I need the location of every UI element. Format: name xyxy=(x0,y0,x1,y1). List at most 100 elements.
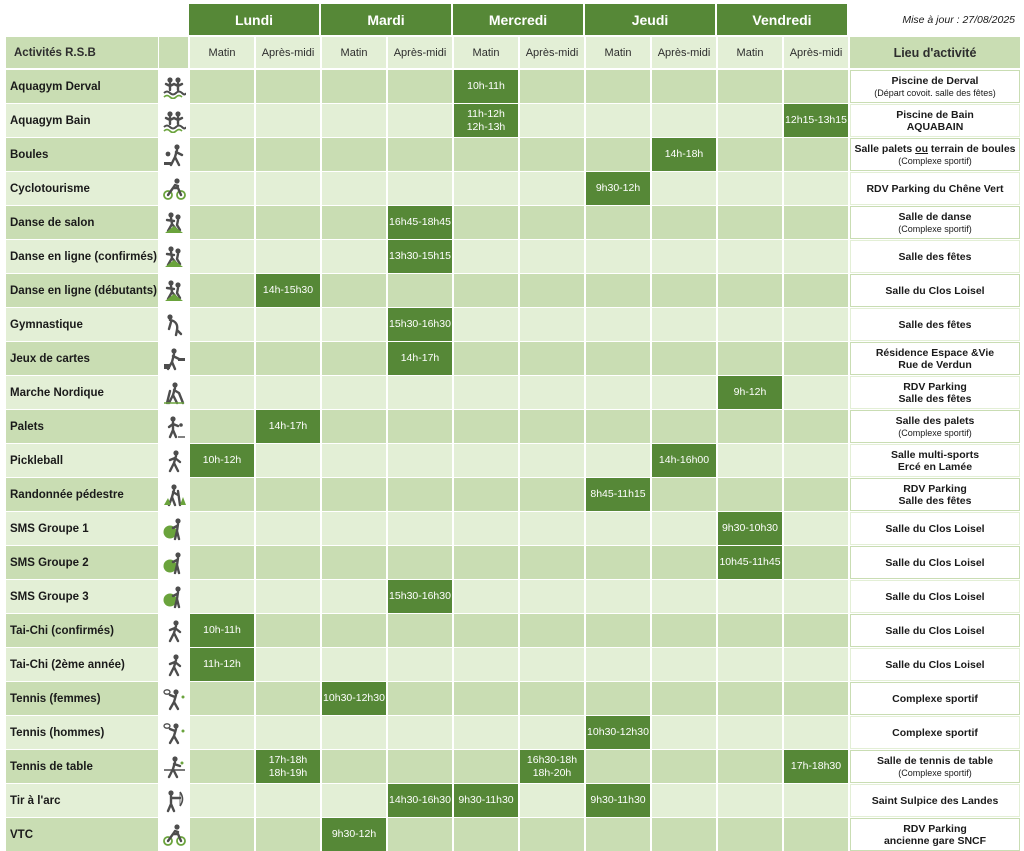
empty-slot xyxy=(454,750,518,783)
empty-slot xyxy=(586,546,650,579)
location-text: Salle du Clos Loisel xyxy=(885,624,985,637)
location-line: Salle palets ou terrain de boules xyxy=(854,143,1015,155)
time-slot: 9h30-12h xyxy=(586,172,650,205)
location-line: Piscine de Bain xyxy=(896,109,974,121)
empty-slot xyxy=(520,784,584,817)
activity-name: Tennis (femmes) xyxy=(6,682,158,715)
empty-slot xyxy=(652,172,716,205)
empty-slot xyxy=(520,138,584,171)
location-note-text: (Complexe sportif) xyxy=(898,223,972,234)
day-label: Jeudi xyxy=(631,11,669,28)
location-line: Piscine de Derval xyxy=(892,75,979,87)
empty-slot xyxy=(190,410,254,443)
empty-slot xyxy=(718,70,782,103)
period-label: Après-midi xyxy=(789,46,843,59)
time-text: 10h30-12h30 xyxy=(323,692,385,704)
location-text: Salle des palets xyxy=(895,414,975,427)
location-cell: Saint Sulpice des Landes xyxy=(850,784,1020,817)
empty-slot xyxy=(388,376,452,409)
activities-header: Activités R.S.B xyxy=(6,37,158,68)
activity-name: Danse de salon xyxy=(6,206,158,239)
empty-slot xyxy=(454,308,518,341)
empty-slot xyxy=(388,648,452,681)
empty-slot xyxy=(256,716,320,749)
empty-slot xyxy=(388,274,452,307)
empty-slot xyxy=(322,172,386,205)
time-text: 10h-11h xyxy=(467,80,505,92)
empty-slot xyxy=(718,682,782,715)
empty-slot xyxy=(256,104,320,137)
location-cell: Résidence Espace &Vie Rue de Verdun xyxy=(850,342,1020,375)
empty-slot xyxy=(256,342,320,375)
activity-label: SMS Groupe 1 xyxy=(10,522,89,535)
empty-slot xyxy=(718,342,782,375)
time-text: 14h-17h xyxy=(268,420,308,432)
time-slot: 10h30-12h30 xyxy=(322,682,386,715)
empty-slot xyxy=(784,444,848,477)
period-label: Matin xyxy=(604,46,632,59)
time-slot: 9h30-10h30 xyxy=(718,512,782,545)
location-line: ancienne gare SNCF xyxy=(884,835,986,847)
update-date: Mise à jour : 27/08/2025 xyxy=(849,4,1021,35)
empty-slot xyxy=(586,308,650,341)
activity-label: Tai-Chi (confirmés) xyxy=(10,624,114,637)
time-slot: 10h-11h xyxy=(454,70,518,103)
afternoon-header: Après-midi xyxy=(784,37,848,68)
location-line: RDV Parking xyxy=(903,483,967,495)
empty-slot xyxy=(322,104,386,137)
empty-slot xyxy=(322,614,386,647)
empty-slot xyxy=(784,580,848,613)
location-cell: Complexe sportif xyxy=(850,682,1020,715)
activity-name: Tennis (hommes) xyxy=(6,716,158,749)
location-text: RDV Parking xyxy=(903,482,967,495)
update-label: Mise à jour : 27/08/2025 xyxy=(902,13,1015,26)
empty-slot xyxy=(322,546,386,579)
empty-slot xyxy=(256,614,320,647)
location-line: RDV Parking xyxy=(903,381,967,393)
cyclist-icon xyxy=(159,818,188,851)
empty-slot xyxy=(784,784,848,817)
time-slot: 14h-15h30 xyxy=(256,274,320,307)
empty-slot xyxy=(190,682,254,715)
location-note: (Départ covoit. salle des fêtes) xyxy=(874,87,996,99)
location-note: (Complexe sportif) xyxy=(898,155,972,167)
empty-slot xyxy=(586,138,650,171)
empty-slot xyxy=(388,512,452,545)
location-line: Complexe sportif xyxy=(892,693,978,705)
location-cell: Salle de tennis de table (Complexe sporti… xyxy=(850,750,1020,783)
empty-slot xyxy=(454,614,518,647)
period-label: Après-midi xyxy=(657,46,711,59)
empty-slot xyxy=(454,682,518,715)
empty-slot xyxy=(586,614,650,647)
empty-slot xyxy=(322,376,386,409)
empty-slot xyxy=(454,410,518,443)
empty-slot xyxy=(520,478,584,511)
empty-slot xyxy=(454,240,518,273)
empty-slot xyxy=(454,274,518,307)
activity-label: Palets xyxy=(10,420,44,433)
empty-slot xyxy=(784,206,848,239)
activity-name: Palets xyxy=(6,410,158,443)
empty-slot xyxy=(586,818,650,851)
time-text: 15h30-16h30 xyxy=(389,590,451,602)
empty-slot xyxy=(784,240,848,273)
location-line: Salle des fêtes xyxy=(899,319,972,331)
empty-slot xyxy=(718,818,782,851)
empty-slot xyxy=(718,240,782,273)
location-note: (Complexe sportif) xyxy=(898,223,972,235)
empty-slot xyxy=(256,818,320,851)
morning-header: Matin xyxy=(454,37,518,68)
empty-slot xyxy=(520,580,584,613)
empty-slot xyxy=(190,70,254,103)
empty-slot xyxy=(652,478,716,511)
location-text: Salle de tennis de table xyxy=(876,754,994,767)
afternoon-header: Après-midi xyxy=(652,37,716,68)
location-note: (Complexe sportif) xyxy=(898,767,972,779)
location-cell: Salle du Clos Loisel xyxy=(850,274,1020,307)
location-text: ancienne gare SNCF xyxy=(883,834,987,847)
empty-slot xyxy=(784,138,848,171)
location-cell: Salle palets ou terrain de boules (Comple… xyxy=(850,138,1020,171)
activity-label: Tennis (hommes) xyxy=(10,726,105,739)
time-slot: 11h-12h xyxy=(190,648,254,681)
empty-slot xyxy=(388,478,452,511)
